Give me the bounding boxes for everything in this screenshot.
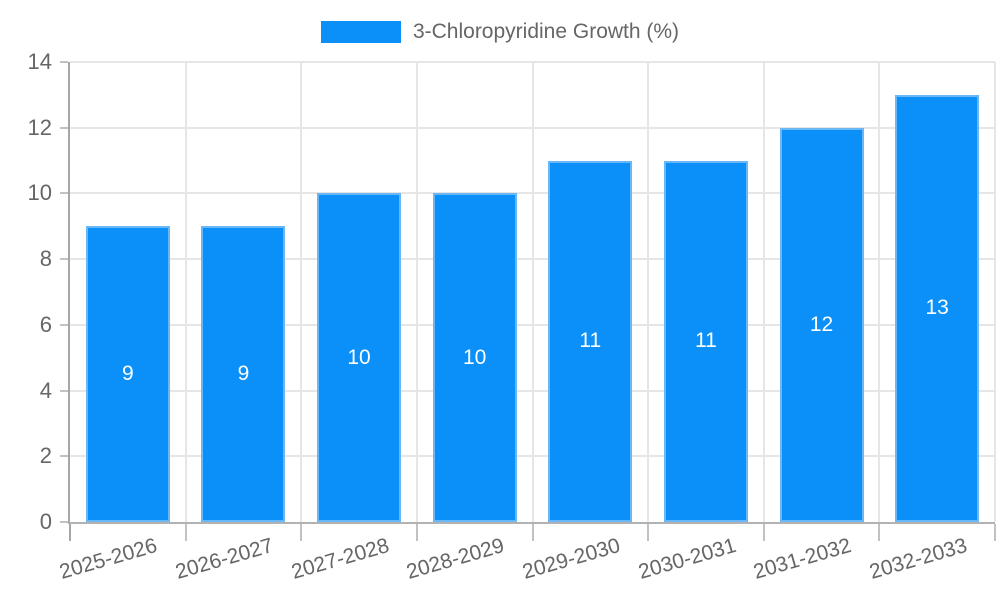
y-axis-tick — [60, 521, 68, 523]
bar-2028-2029[interactable]: 10 — [432, 193, 517, 522]
y-tick-label: 0 — [39, 509, 52, 534]
bar-2032-2033[interactable]: 13 — [895, 94, 980, 522]
gridline-vertical — [762, 62, 765, 522]
x-axis-tick — [69, 524, 71, 541]
x-tick-label: 2026-2027 — [172, 534, 276, 584]
gridline-vertical — [647, 62, 650, 522]
y-axis-tick — [60, 258, 68, 261]
bar-value-label: 10 — [463, 345, 487, 369]
x-axis-tick — [994, 524, 996, 541]
x-tick-label: 2030-2031 — [635, 534, 739, 584]
y-tick-label: 2 — [39, 443, 52, 469]
y-axis-tick — [60, 126, 68, 129]
gridline-vertical — [531, 62, 534, 522]
bar-2030-2031[interactable]: 11 — [663, 160, 748, 522]
x-axis-tick — [878, 524, 881, 541]
y-tick-label: 14 — [27, 49, 52, 74]
y-tick-label: 12 — [27, 114, 52, 140]
x-axis-tick — [415, 524, 418, 541]
bar-2026-2027[interactable]: 9 — [201, 226, 286, 522]
bar-value-label: 11 — [579, 329, 602, 353]
legend-swatch-icon — [320, 21, 401, 43]
bar-value-label: 10 — [347, 345, 371, 369]
x-axis-tick — [647, 524, 650, 541]
legend-label: 3-Chloropyridine Growth (%) — [412, 20, 680, 43]
bar-2031-2032[interactable]: 12 — [779, 127, 864, 522]
y-tick-label: 4 — [39, 377, 52, 403]
bar-value-label: 13 — [925, 296, 949, 320]
bar-2027-2028[interactable]: 10 — [317, 193, 402, 522]
y-axis-tick — [60, 389, 68, 392]
y-axis-tick — [60, 455, 68, 458]
bar-value-label: 12 — [809, 312, 834, 336]
x-tick-label: 2027-2028 — [288, 534, 392, 584]
x-tick-label: 2031-2032 — [751, 534, 854, 584]
bar-value-label: 11 — [695, 329, 717, 353]
x-tick-label: 2025-2026 — [57, 534, 161, 584]
y-axis-tick — [60, 61, 68, 63]
x-axis-tick — [184, 524, 187, 541]
gridline-vertical — [994, 62, 996, 522]
x-axis-tick — [300, 524, 303, 541]
x-tick-label: 2028-2029 — [404, 534, 508, 584]
x-tick-label: 2029-2030 — [519, 534, 623, 584]
x-tick-label: 2032-2033 — [866, 534, 970, 584]
x-axis-tick — [762, 524, 765, 541]
plot-area: 0 2 4 6 8 10 12 14 9 2025-2026 9 2026-2027 10 2027-20… — [28, 49, 996, 584]
gridline-vertical — [300, 62, 303, 522]
bar-value-label: 9 — [237, 362, 250, 386]
y-tick-label: 8 — [39, 246, 52, 272]
bar-value-label: 9 — [121, 362, 134, 386]
y-tick-label: 6 — [39, 311, 52, 337]
x-axis-tick — [531, 524, 534, 541]
gridline-vertical — [415, 62, 418, 522]
y-axis-tick — [60, 192, 68, 195]
y-axis-tick — [60, 323, 68, 326]
y-tick-label: 10 — [27, 180, 52, 206]
bar-2029-2030[interactable]: 11 — [548, 160, 633, 522]
legend[interactable]: 3-Chloropyridine Growth (%) — [0, 20, 1000, 44]
gridline-vertical — [184, 62, 187, 522]
bar-2025-2026[interactable]: 9 — [85, 226, 170, 522]
gridline-vertical — [878, 62, 881, 522]
